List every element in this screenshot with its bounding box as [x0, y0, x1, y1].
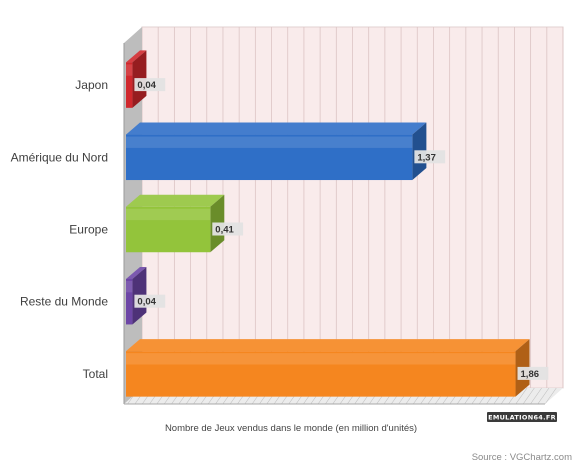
value-label-box	[134, 294, 166, 308]
category-label: Japon	[75, 78, 108, 92]
bar-highlight	[126, 136, 413, 148]
value-label-box	[517, 366, 549, 380]
category-label: Amérique du Nord	[11, 150, 108, 164]
bar-4	[126, 339, 530, 397]
x-axis-label: Nombre de Jeux vendus dans le monde (en …	[165, 423, 417, 434]
value-label: 1,86	[521, 369, 540, 380]
value-label: 1,37	[417, 152, 436, 163]
bar-top-face	[126, 266, 147, 279]
bar-front-face	[126, 206, 211, 253]
bar-2	[126, 194, 225, 253]
value-label: 0,04	[137, 80, 156, 91]
bar-highlight	[126, 280, 133, 293]
bar-highlight	[126, 208, 211, 221]
emulation-logo: EMULATION64.FR	[487, 412, 557, 422]
value-label: 0,41	[215, 225, 234, 236]
value-label: 0,04	[137, 297, 156, 308]
bar-top-face	[126, 194, 225, 207]
source-text: Source : VGChartz.com	[472, 452, 572, 463]
bar-front-face	[126, 278, 133, 325]
bar-highlight	[126, 64, 133, 76]
category-label: Europe	[69, 223, 108, 237]
category-label: Reste du Monde	[20, 295, 108, 309]
category-label: Total	[83, 367, 108, 381]
value-labels: 0,04 1,37 0,41 0,04 1,86	[134, 78, 549, 380]
bar-highlight	[126, 353, 516, 365]
bar-top-face	[126, 122, 427, 135]
category-labels: Japon Amérique du Nord Europe Reste du Mond…	[11, 78, 109, 381]
bar-top-face	[126, 339, 530, 352]
value-label-box	[134, 78, 166, 92]
logo-text: EMULATION64.FR	[488, 414, 556, 422]
value-label-box	[414, 150, 446, 164]
bar-front-face	[126, 62, 133, 108]
bar-front-face	[126, 351, 516, 397]
bar-top-face	[126, 50, 147, 63]
value-label-box	[212, 222, 244, 236]
bar-1	[126, 122, 427, 181]
bar-front-face	[126, 134, 413, 181]
